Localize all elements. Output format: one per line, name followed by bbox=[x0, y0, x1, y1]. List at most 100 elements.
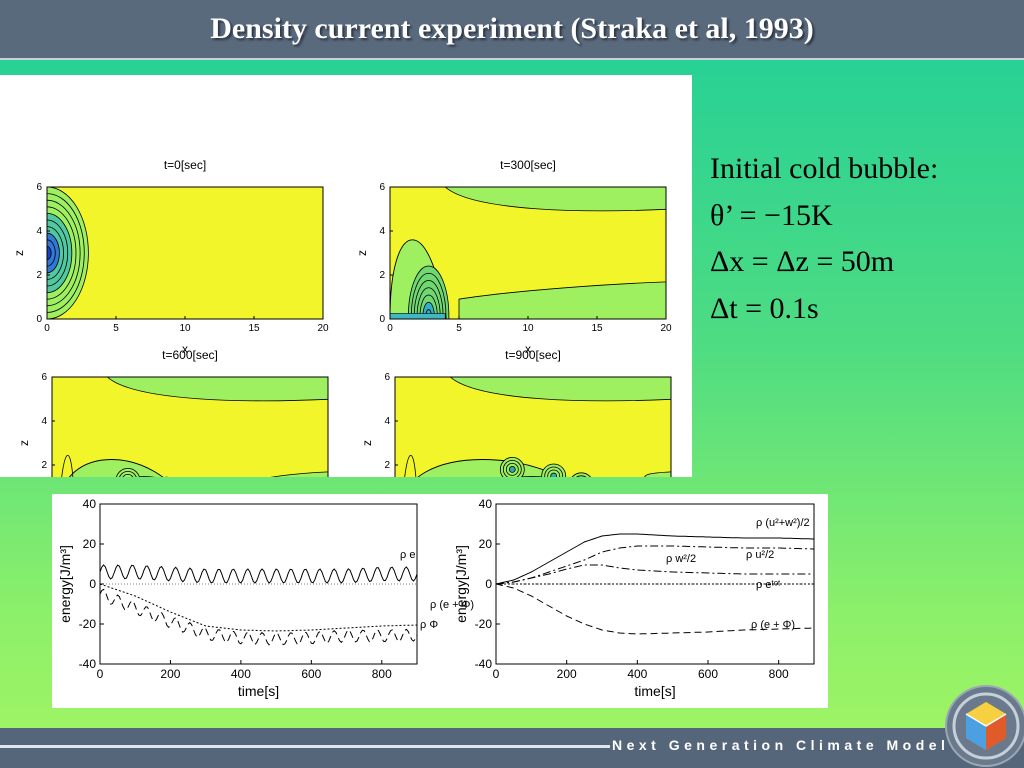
footer-bar bbox=[0, 728, 1024, 768]
y-tick-label: 6 bbox=[379, 182, 385, 193]
x-tick-label: 400 bbox=[627, 667, 647, 681]
y-tick-label: 6 bbox=[384, 372, 390, 383]
plot-frame bbox=[99, 503, 418, 665]
upper-plume-contour bbox=[106, 377, 328, 402]
x-tick-label: 600 bbox=[301, 667, 321, 681]
y-tick-label: 40 bbox=[83, 497, 97, 511]
contour-figure-panel: t=0[sec] 0 5 10 15 20 0 2 4 6 x z t=300[sec] 0 5 10 15 20… bbox=[0, 75, 692, 546]
x-tick-label: 5 bbox=[456, 323, 462, 334]
y-tick-label: 6 bbox=[36, 182, 42, 193]
rotor-contour bbox=[508, 465, 516, 473]
y-tick-label: 20 bbox=[83, 537, 97, 551]
y-tick-label: 0 bbox=[89, 577, 96, 591]
x-axis-label: x bbox=[525, 342, 531, 356]
y-tick-label: 2 bbox=[384, 460, 390, 471]
y-axis-label: z bbox=[12, 250, 26, 256]
x-tick-label: 5 bbox=[113, 323, 119, 334]
y-tick-label: 6 bbox=[41, 372, 47, 383]
y-tick-label: 2 bbox=[41, 460, 47, 471]
y-tick-label: 2 bbox=[36, 270, 42, 281]
cube-logo-icon bbox=[945, 685, 1024, 767]
x-axis-label: time[s] bbox=[238, 683, 279, 699]
x-tick-label: 15 bbox=[591, 323, 603, 334]
plot-title: t=300[sec] bbox=[500, 158, 556, 172]
title-bar: Density current experiment (Straka et al… bbox=[0, 0, 1024, 60]
footer-text: Next Generation Climate Model bbox=[612, 737, 950, 753]
rotor-contour bbox=[550, 472, 558, 480]
series-label: ρ Φ bbox=[420, 619, 438, 631]
theta-perturbation: θ’ = −15K bbox=[710, 198, 833, 232]
y-axis-label: energy[J/m³] bbox=[453, 545, 469, 623]
page-title: Density current experiment (Straka et al… bbox=[210, 12, 814, 45]
series-line bbox=[99, 588, 418, 646]
y-tick-label: 4 bbox=[384, 416, 390, 427]
series-label: ρ eᵗᵒᵗ bbox=[756, 579, 781, 591]
y-tick-label: 0 bbox=[379, 314, 385, 325]
grid-spacing: Δx = Δz = 50m bbox=[710, 245, 895, 278]
x-tick-label: 15 bbox=[248, 323, 260, 334]
x-tick-label: 0 bbox=[97, 667, 104, 681]
x-tick-label: 0 bbox=[493, 667, 500, 681]
y-tick-label: 4 bbox=[379, 226, 385, 237]
time-step: Δt = 0.1s bbox=[710, 291, 819, 325]
footer-divider bbox=[0, 745, 610, 748]
series-line bbox=[99, 583, 418, 632]
y-tick-label: -20 bbox=[475, 617, 493, 631]
y-tick-label: -40 bbox=[79, 657, 97, 671]
energy-plot-1: ρ (u²+w²)/2 ρ u²/2 ρ w²/2 ρ eᵗᵒᵗ ρ (e + Φ) 0 2… bbox=[453, 497, 815, 699]
plot-title: t=900[sec] bbox=[505, 348, 561, 362]
plot-background bbox=[47, 187, 323, 319]
x-tick-label: 20 bbox=[317, 323, 329, 334]
series-label: ρ (e + Φ) bbox=[430, 599, 474, 611]
x-tick-label: 400 bbox=[231, 667, 251, 681]
y-tick-label: 40 bbox=[479, 497, 493, 511]
x-tick-label: 200 bbox=[557, 667, 577, 681]
contour-field bbox=[47, 187, 89, 319]
experiment-parameters: Initial cold bubble: θ’ = −15K Δx = Δz =… bbox=[710, 146, 1024, 332]
x-tick-label: 10 bbox=[522, 323, 534, 334]
series-label: ρ (e + Φ) bbox=[751, 619, 795, 631]
series-label: ρ u²/2 bbox=[746, 549, 774, 561]
y-axis-label: z bbox=[355, 250, 369, 256]
y-axis-label: z bbox=[17, 440, 31, 446]
y-tick-label: 2 bbox=[379, 270, 385, 281]
series-line bbox=[495, 564, 814, 585]
energy-plot-0: ρ e ρ (e + Φ) ρ Φ 0 200 400 600 800 -40 -20 0 20 40 t… bbox=[57, 497, 474, 699]
contour-plots-svg: t=0[sec] 0 5 10 15 20 0 2 4 6 x z t=300[sec] 0 5 10 15 20… bbox=[12, 158, 677, 546]
y-tick-label: 4 bbox=[41, 416, 47, 427]
plot-title: t=0[sec] bbox=[164, 158, 206, 172]
x-tick-label: 800 bbox=[372, 667, 392, 681]
series-label: ρ (u²+w²)/2 bbox=[756, 517, 810, 529]
lower-tongue-contour bbox=[458, 281, 666, 319]
series-label: ρ e bbox=[400, 549, 415, 561]
x-tick-label: 20 bbox=[660, 323, 672, 334]
x-axis-label: time[s] bbox=[634, 683, 675, 699]
y-tick-label: -20 bbox=[79, 617, 97, 631]
series-line bbox=[495, 533, 814, 585]
y-axis-label: energy[J/m³] bbox=[57, 545, 73, 623]
surface-layer bbox=[390, 313, 446, 319]
series-line bbox=[495, 545, 814, 585]
upper-plume-contour bbox=[444, 187, 666, 212]
x-tick-label: 800 bbox=[769, 667, 789, 681]
series-line bbox=[99, 564, 418, 584]
x-axis-label: x bbox=[182, 342, 188, 356]
series-label: ρ w²/2 bbox=[666, 553, 696, 565]
y-tick-label: 20 bbox=[479, 537, 493, 551]
upper-plume-contour bbox=[449, 377, 671, 402]
contour-plot-1: t=300[sec] 0 5 10 15 20 0 2 4 6 x z bbox=[355, 158, 672, 356]
params-heading: Initial cold bubble: bbox=[710, 152, 939, 185]
x-tick-label: 200 bbox=[160, 667, 180, 681]
y-tick-label: 4 bbox=[36, 226, 42, 237]
energy-plots-svg: ρ eρ (e + Φ)ρ Φ0 200 400 600 800-40-2002040t… bbox=[57, 497, 815, 699]
x-tick-label: 10 bbox=[179, 323, 191, 334]
contour-plot-0: t=0[sec] 0 5 10 15 20 0 2 4 6 x z bbox=[12, 158, 329, 356]
y-tick-label: 0 bbox=[36, 314, 42, 325]
contour-field bbox=[390, 187, 666, 319]
x-tick-label: 0 bbox=[387, 323, 393, 334]
plot-title: t=600[sec] bbox=[162, 348, 218, 362]
series-line bbox=[495, 583, 815, 635]
